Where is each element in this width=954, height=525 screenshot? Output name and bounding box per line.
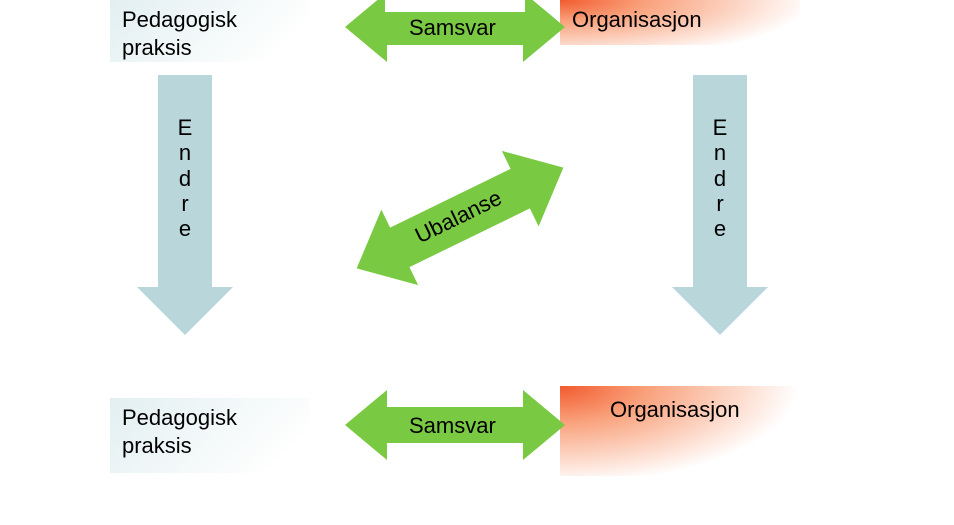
- diagram-stage: Pedagogisk praksis Organisasjon Pedagogi…: [0, 0, 954, 525]
- label-samsvar-top: Samsvar: [409, 15, 496, 41]
- arrow-layer: [0, 0, 954, 525]
- label-samsvar-bottom: Samsvar: [409, 413, 496, 439]
- label-endre-right: Endre: [710, 115, 730, 241]
- label-endre-left: Endre: [175, 115, 195, 241]
